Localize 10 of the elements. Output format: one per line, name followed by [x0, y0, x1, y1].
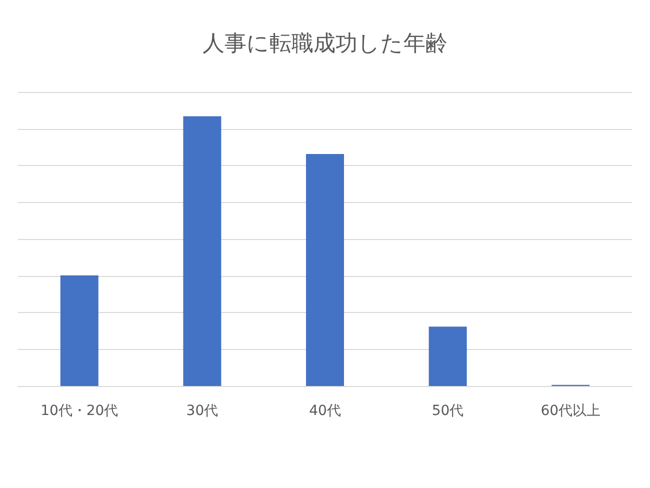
x-tick-label: 10代・20代: [40, 403, 118, 419]
chart-title: 人事に転職成功した年齢: [202, 32, 448, 56]
x-tick-label: 50代: [432, 403, 464, 419]
bar: [428, 326, 467, 386]
x-tick-label: 30代: [186, 403, 218, 419]
x-tick-label: 40代: [309, 403, 341, 419]
bar: [306, 154, 344, 386]
bar: [60, 275, 98, 386]
x-tick-label: 60代以上: [540, 403, 601, 419]
bar: [183, 116, 222, 386]
